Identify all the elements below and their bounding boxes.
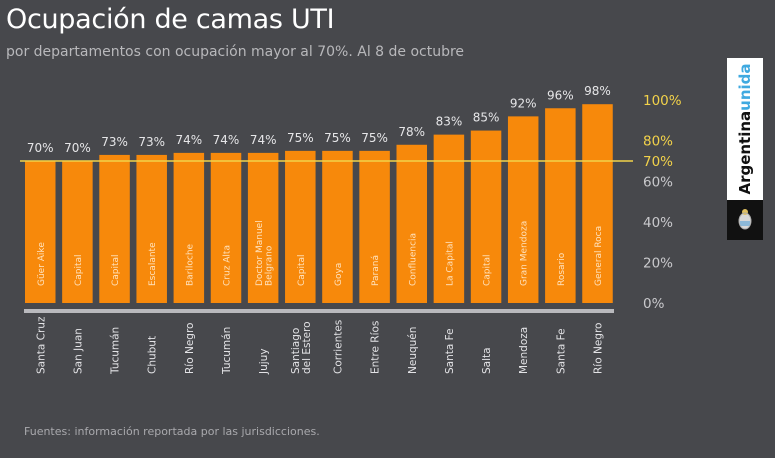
value-label: 70% bbox=[27, 141, 54, 155]
badge-emblem-panel bbox=[727, 200, 763, 240]
bar bbox=[285, 150, 316, 303]
value-labels-group: 70% 70% 73% 73% 74% 74% 74% 75% 75% 75% 78% 83% 85% 9… bbox=[27, 84, 611, 155]
department-label: Bariloche bbox=[185, 243, 195, 286]
value-label: 74% bbox=[250, 133, 277, 147]
bar bbox=[210, 152, 242, 303]
badge-text-accent: unida bbox=[736, 63, 754, 111]
argentina-unida-badge: Argentinaunida bbox=[727, 58, 763, 240]
bar bbox=[62, 161, 93, 303]
province-label: Chubut bbox=[147, 336, 159, 374]
value-label: 75% bbox=[361, 131, 388, 145]
y-tick-label: 60% bbox=[643, 174, 673, 190]
y-tick-label: 100% bbox=[643, 93, 682, 109]
bar bbox=[507, 116, 539, 303]
bar bbox=[396, 144, 427, 303]
province-label: Río Negro bbox=[184, 323, 196, 374]
province-label: Santa Cruz bbox=[35, 316, 47, 374]
badge-text: Argentinaunida bbox=[736, 63, 754, 194]
source-note: Fuentes: información reportada por las j… bbox=[24, 425, 320, 438]
department-labels-group: Güer Aike Capital Capital Escalante Bariloch… bbox=[37, 220, 604, 286]
department-label: Capital bbox=[111, 254, 121, 286]
bar bbox=[99, 154, 130, 303]
department-label: Capital bbox=[74, 254, 84, 286]
value-label: 74% bbox=[176, 133, 203, 147]
value-label: 70% bbox=[64, 141, 91, 155]
department-label: Goya bbox=[334, 263, 344, 286]
y-tick-label: 40% bbox=[643, 215, 673, 231]
department-label: Güer Aike bbox=[37, 242, 47, 286]
badge-text-panel: Argentinaunida bbox=[727, 58, 763, 200]
value-label: 83% bbox=[436, 115, 463, 129]
coat-of-arms-icon bbox=[738, 209, 752, 230]
province-label: Corrientes bbox=[332, 320, 344, 374]
province-label: Neuquén bbox=[407, 327, 419, 374]
bar bbox=[136, 154, 167, 303]
province-label: Entre Ríos bbox=[370, 321, 382, 374]
province-label: Santa Fe bbox=[555, 328, 567, 374]
y-axis-ticks-group: 100% 80% 70% 60% 40% 20% 0% bbox=[643, 93, 682, 312]
value-label: 85% bbox=[473, 111, 500, 125]
value-label: 73% bbox=[101, 135, 128, 149]
value-label: 98% bbox=[584, 84, 611, 98]
value-label: 92% bbox=[510, 96, 537, 110]
department-label: La Capital bbox=[445, 241, 455, 286]
province-label: Tucumán bbox=[110, 327, 122, 375]
province-labels-group: Santa Cruz San Juan Tucumán Chubut Río Negro… bbox=[35, 316, 604, 375]
department-label: Belgrano bbox=[264, 245, 274, 286]
bars-group bbox=[25, 104, 613, 303]
province-label: Salta bbox=[481, 347, 493, 374]
department-label: General Roca bbox=[594, 226, 604, 286]
value-label: 74% bbox=[213, 133, 240, 147]
province-label: Río Negro bbox=[593, 323, 605, 374]
value-label: 73% bbox=[138, 135, 165, 149]
province-label: Santiago bbox=[290, 328, 302, 374]
y-tick-label: 80% bbox=[643, 134, 673, 150]
bar bbox=[470, 130, 502, 303]
chart-subtitle: por departamentos con ocupación mayor al… bbox=[6, 44, 465, 60]
department-label: Rosario bbox=[557, 252, 567, 286]
bar bbox=[545, 108, 576, 303]
province-label: del Estero bbox=[301, 321, 313, 374]
value-label: 78% bbox=[398, 125, 425, 139]
bar bbox=[247, 152, 279, 303]
bar bbox=[25, 161, 56, 303]
province-label: San Juan bbox=[72, 328, 84, 374]
bar bbox=[359, 150, 390, 303]
bar bbox=[322, 150, 353, 303]
bar bbox=[173, 152, 205, 303]
province-label: Jujuy bbox=[258, 348, 270, 375]
department-label: Cruz Alta bbox=[223, 245, 233, 286]
department-label: Confluencia bbox=[408, 233, 418, 286]
x-axis-line bbox=[24, 309, 614, 313]
value-label: 96% bbox=[547, 88, 574, 102]
bar bbox=[433, 134, 465, 303]
province-label: Santa Fe bbox=[444, 328, 456, 374]
department-label: Gran Mendoza bbox=[520, 221, 530, 286]
province-label: Tucumán bbox=[221, 327, 233, 375]
y-tick-label: 0% bbox=[643, 296, 665, 312]
badge-text-main: Argentina bbox=[736, 110, 754, 195]
y-tick-label: 70% bbox=[643, 154, 673, 170]
y-tick-label: 20% bbox=[643, 255, 673, 271]
department-label: Escalante bbox=[148, 242, 158, 286]
value-label: 75% bbox=[287, 131, 314, 145]
department-label: Doctor Manuel bbox=[255, 220, 265, 286]
value-label: 75% bbox=[324, 131, 351, 145]
chart-title: Ocupación de camas UTI bbox=[6, 4, 335, 35]
province-label: Mendoza bbox=[518, 327, 530, 374]
department-label: Capital bbox=[483, 254, 493, 286]
bar bbox=[582, 104, 613, 303]
department-label: Paraná bbox=[371, 255, 381, 286]
department-label: Capital bbox=[297, 254, 307, 286]
